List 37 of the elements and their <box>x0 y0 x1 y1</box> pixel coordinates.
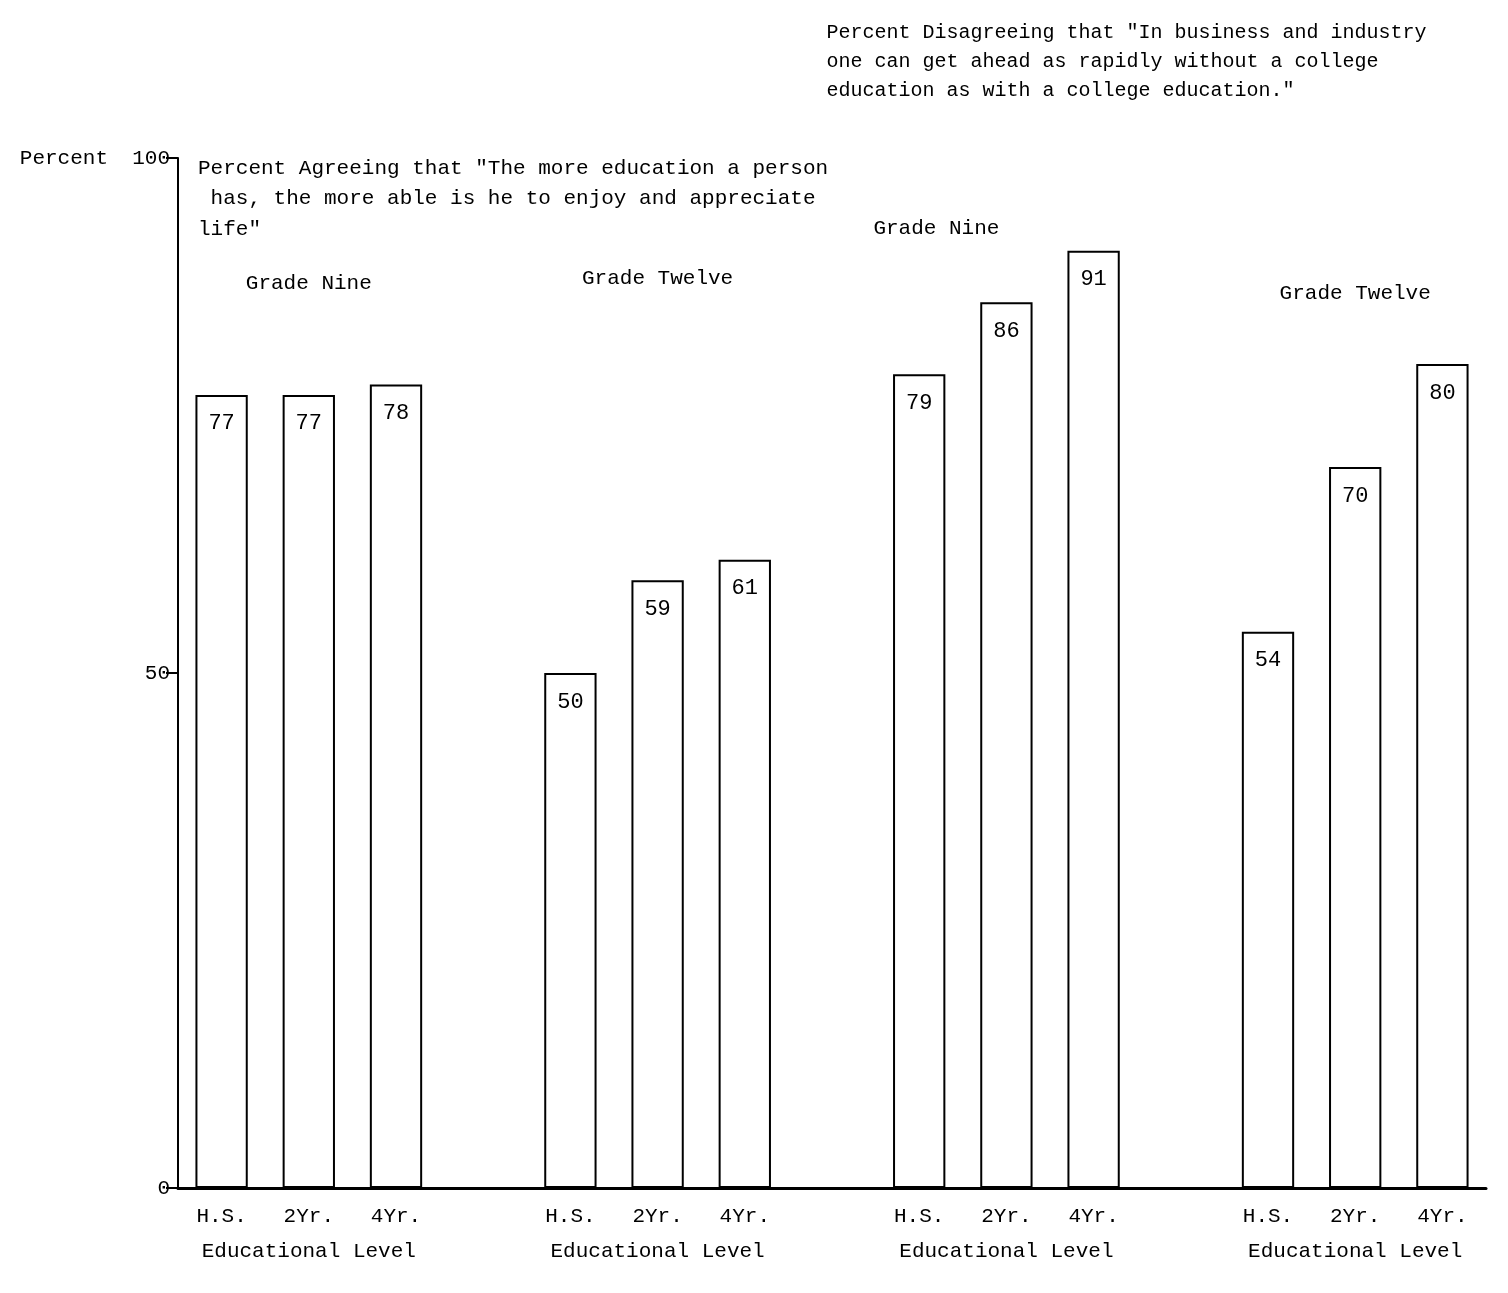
y-axis-title: Percent <box>19 146 108 170</box>
x-tick-label: 4Yr. <box>370 1205 422 1228</box>
x-tick-label: H.S. <box>1242 1205 1294 1228</box>
x-tick-label: 2Yr. <box>1329 1205 1381 1228</box>
x-tick-label: 4Yr. <box>1068 1205 1119 1228</box>
annotation: Grade Nine <box>245 271 372 295</box>
data-label: 59 <box>644 596 671 622</box>
x-tick-label: 2Yr. <box>981 1205 1032 1228</box>
x-tick-label: 4Yr. <box>719 1205 771 1228</box>
data-label: 79 <box>906 390 933 416</box>
data-label: 78 <box>382 401 410 427</box>
x-tick-label: 4Yr. <box>1417 1205 1468 1228</box>
data-label: 70 <box>1342 483 1369 509</box>
annotation: Grade Twelve <box>581 266 734 290</box>
x-tick-label: H.S. <box>196 1205 247 1228</box>
y-tick-label: 100 <box>132 146 170 170</box>
data-label: 77 <box>295 411 322 437</box>
text: Educational Level <box>899 1239 1114 1263</box>
x-tick-label: H.S. <box>893 1205 945 1228</box>
data-label: 91 <box>1080 267 1107 293</box>
annotation: Percent Agreeing that "The more education a person has, the more able is he to enjoy and appreciate life" <box>198 156 829 241</box>
data-label: 54 <box>1254 648 1282 674</box>
text: Educational Level <box>550 1239 765 1263</box>
data-label: 50 <box>557 689 584 715</box>
data-label: 80 <box>1429 380 1456 406</box>
data-label: 77 <box>208 411 235 437</box>
x-tick-label: 2Yr. <box>632 1205 683 1228</box>
text: Educational Level <box>201 1239 416 1263</box>
x-tick-label: H.S. <box>545 1205 596 1228</box>
x-tick-label: 2Yr. <box>283 1205 335 1228</box>
data-label: 61 <box>731 576 758 602</box>
annotation: Grade Nine <box>873 216 1000 240</box>
y-tick-label: 50 <box>144 661 170 685</box>
annotation: Grade Twelve <box>1279 281 1431 305</box>
data-label: 86 <box>993 318 1020 344</box>
text: Percent Disagreeing that "In business and industry one can get ahead as rapidly without a college education as with a college education." <box>826 21 1439 102</box>
text: Educational Level <box>1248 1239 1463 1263</box>
